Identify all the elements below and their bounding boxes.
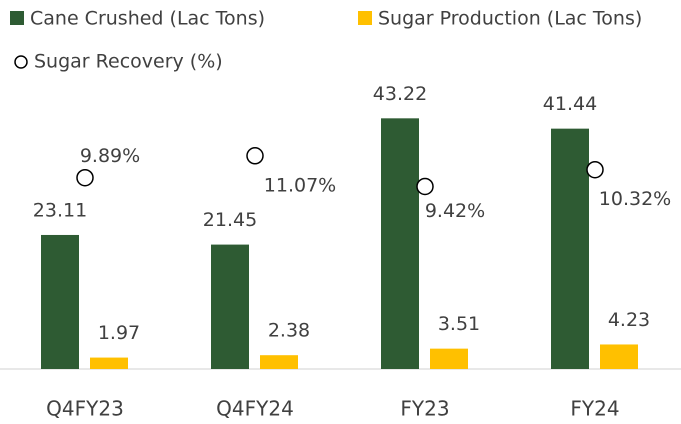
recovery-marker xyxy=(76,168,94,187)
value-label: 21.45 xyxy=(203,209,257,231)
value-label: 2.38 xyxy=(268,320,310,342)
value-label: 1.97 xyxy=(98,322,140,344)
legend-marker xyxy=(14,55,28,69)
bar xyxy=(41,234,79,369)
legend-swatch xyxy=(358,11,372,25)
bar xyxy=(381,118,419,369)
value-label: 23.11 xyxy=(33,199,87,221)
value-label: 10.32% xyxy=(599,188,671,210)
value-label: 9.42% xyxy=(425,200,485,222)
value-label: 9.89% xyxy=(80,145,140,167)
x-tick-label: FY23 xyxy=(400,397,449,421)
recovery-marker xyxy=(246,147,264,165)
x-tick-label: Q4FY24 xyxy=(216,397,294,421)
bar xyxy=(551,128,589,369)
legend-label: Sugar Production (Lac Tons) xyxy=(378,8,642,30)
legend-label: Sugar Recovery (%) xyxy=(34,51,223,73)
x-tick-label: Q4FY23 xyxy=(46,397,124,421)
value-label: 3.51 xyxy=(438,313,480,335)
x-tick-label: FY24 xyxy=(570,397,619,421)
value-label: 43.22 xyxy=(373,83,427,105)
bar xyxy=(260,355,298,369)
recovery-marker xyxy=(416,177,434,196)
value-label: 11.07% xyxy=(264,174,336,196)
value-label: 4.23 xyxy=(608,309,650,331)
recovery-marker xyxy=(586,160,604,179)
legend-swatch xyxy=(10,11,24,25)
bar xyxy=(430,348,468,369)
value-label: 41.44 xyxy=(543,93,597,115)
bar xyxy=(90,357,128,369)
bar xyxy=(211,244,249,369)
legend-label: Cane Crushed (Lac Tons) xyxy=(30,8,265,30)
bar xyxy=(600,344,638,369)
